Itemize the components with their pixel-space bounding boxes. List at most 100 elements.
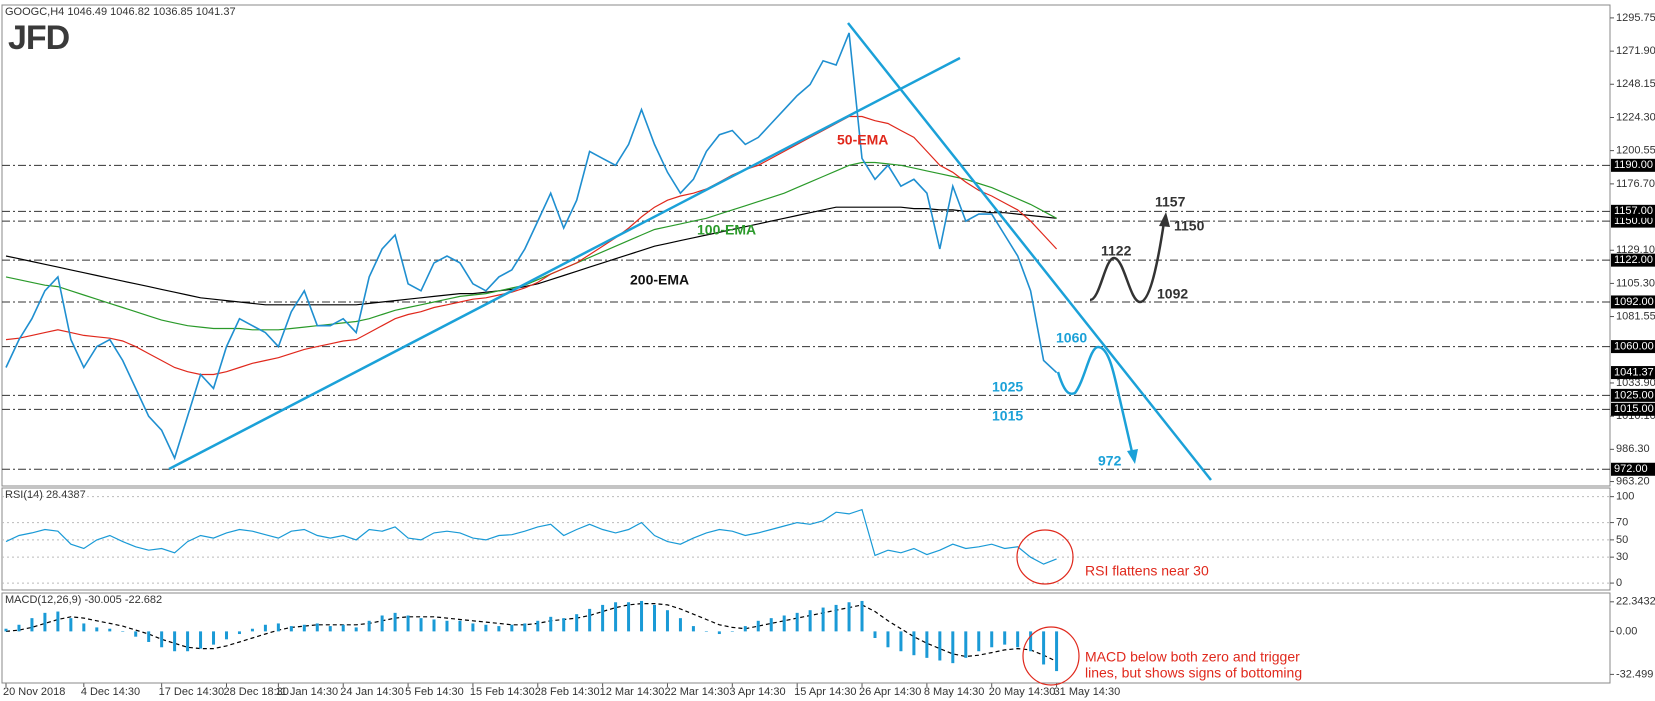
histogram-bar xyxy=(860,600,864,632)
indicator-line xyxy=(5,115,1058,376)
x-tick-label: 31 May 14:30 xyxy=(1054,686,1121,698)
histogram-bar xyxy=(977,631,981,652)
histogram-bar xyxy=(653,604,656,632)
rsi-highlight xyxy=(1016,529,1074,585)
indicator-line xyxy=(5,161,1057,331)
histogram-bar xyxy=(341,624,345,632)
histogram-bar xyxy=(847,602,851,632)
histogram-bar xyxy=(250,628,254,632)
histogram-bar xyxy=(432,619,436,632)
histogram-bar xyxy=(1055,631,1059,672)
x-tick-label: 28 Feb 14:30 xyxy=(535,686,600,698)
indicator-line xyxy=(5,508,1057,565)
histogram-bar xyxy=(173,631,177,652)
x-tick-label: 20 Nov 2018 xyxy=(3,686,65,698)
x-tick-label: 4 Dec 14:30 xyxy=(81,686,140,698)
histogram-bar xyxy=(510,624,514,632)
histogram-bar xyxy=(536,620,540,632)
y-tick-label: 50 xyxy=(1616,534,1628,546)
arrow-head xyxy=(1127,449,1138,464)
y-tick-label: 100 xyxy=(1616,491,1634,503)
histogram-bar xyxy=(328,626,332,632)
histogram-bar xyxy=(951,631,955,664)
histogram-bar xyxy=(912,631,916,656)
level-annotation: 1150 xyxy=(1174,218,1205,234)
level-label: 1157.00 xyxy=(1614,205,1653,217)
histogram-bar xyxy=(4,628,8,632)
histogram-bar xyxy=(69,618,73,632)
x-tick-label: 22 Mar 14:30 xyxy=(664,686,729,698)
y-tick-label: 1200.55 xyxy=(1616,145,1655,157)
histogram-bar xyxy=(237,631,241,635)
panel-title: MACD(12,26,9) -30.005 -22.682 xyxy=(5,594,162,606)
x-tick-label: 8 May 14:30 xyxy=(924,686,985,698)
histogram-bar xyxy=(289,626,293,632)
y-tick-label: 963.20 xyxy=(1616,475,1650,487)
histogram-bar xyxy=(614,602,618,632)
indicator-line xyxy=(5,603,1057,662)
histogram-bar xyxy=(393,612,397,632)
histogram-bar xyxy=(147,631,151,642)
level-annotation: 1015 xyxy=(992,408,1023,424)
y-tick-label: 1129.10 xyxy=(1616,244,1655,256)
histogram-bar xyxy=(1016,631,1020,648)
rsi-note: RSI flattens near 30 xyxy=(1085,563,1209,579)
histogram-bar xyxy=(263,624,267,632)
x-tick-label: 3 Apr 14:30 xyxy=(729,686,785,698)
bullish-scenario xyxy=(1089,221,1166,304)
x-tick-label: 12 Mar 14:30 xyxy=(600,686,665,698)
histogram-bar xyxy=(276,623,280,632)
histogram-bar xyxy=(795,612,799,632)
histogram-bar xyxy=(821,607,825,632)
histogram-bar xyxy=(30,618,34,632)
y-tick-label: 1081.55 xyxy=(1616,310,1655,322)
histogram-bar xyxy=(471,623,475,632)
level-label-box xyxy=(1611,388,1655,402)
bearish-scenario xyxy=(1056,345,1134,453)
histogram-bar xyxy=(224,631,228,640)
level-label-box xyxy=(1611,253,1655,267)
histogram-bar xyxy=(640,600,644,632)
price-line xyxy=(5,32,1058,461)
histogram-bar xyxy=(549,616,553,632)
histogram-bar xyxy=(43,612,47,632)
x-tick-label: 15 Feb 14:30 xyxy=(470,686,535,698)
macd-note: lines, but shows signs of bottoming xyxy=(1085,665,1302,681)
level-annotation: 1157 xyxy=(1155,194,1186,210)
current-price-box xyxy=(1611,366,1655,380)
histogram-bar xyxy=(575,614,579,632)
level-label-box xyxy=(1611,340,1655,354)
histogram-bar xyxy=(484,624,488,632)
histogram-bar xyxy=(523,623,527,632)
panel-title: RSI(14) 28.4387 xyxy=(5,489,86,501)
histogram-bar xyxy=(445,620,449,632)
panel-frame xyxy=(1,4,1611,487)
histogram-bar xyxy=(562,618,566,632)
level-label-box xyxy=(1611,204,1655,218)
histogram-bar xyxy=(717,631,721,635)
histogram-bar xyxy=(458,620,462,632)
indicator-line xyxy=(5,206,1057,306)
level-annotation: 972 xyxy=(1098,453,1122,469)
x-tick-label: 5 Feb 14:30 xyxy=(405,686,464,698)
level-label-box xyxy=(1611,462,1655,476)
level-label: 972.00 xyxy=(1614,463,1648,475)
histogram-bar xyxy=(419,618,423,632)
panel-frame xyxy=(1,592,1611,684)
y-tick-label: 0.00 xyxy=(1616,625,1637,637)
histogram-bar xyxy=(925,631,929,658)
y-tick-label: 22.3432 xyxy=(1616,596,1655,608)
histogram-bar xyxy=(899,631,903,652)
level-label-box xyxy=(1611,214,1655,228)
histogram-bar xyxy=(56,611,60,632)
level-label: 1122.00 xyxy=(1614,254,1653,266)
level-label-box xyxy=(1611,402,1655,416)
current-price-label: 1041.37 xyxy=(1614,366,1654,378)
histogram-bar xyxy=(186,631,190,652)
y-tick-label: 1248.15 xyxy=(1616,78,1655,90)
histogram-bar xyxy=(406,615,410,632)
histogram-bar xyxy=(588,608,592,632)
x-tick-label: 11 Jan 14:30 xyxy=(275,686,338,698)
